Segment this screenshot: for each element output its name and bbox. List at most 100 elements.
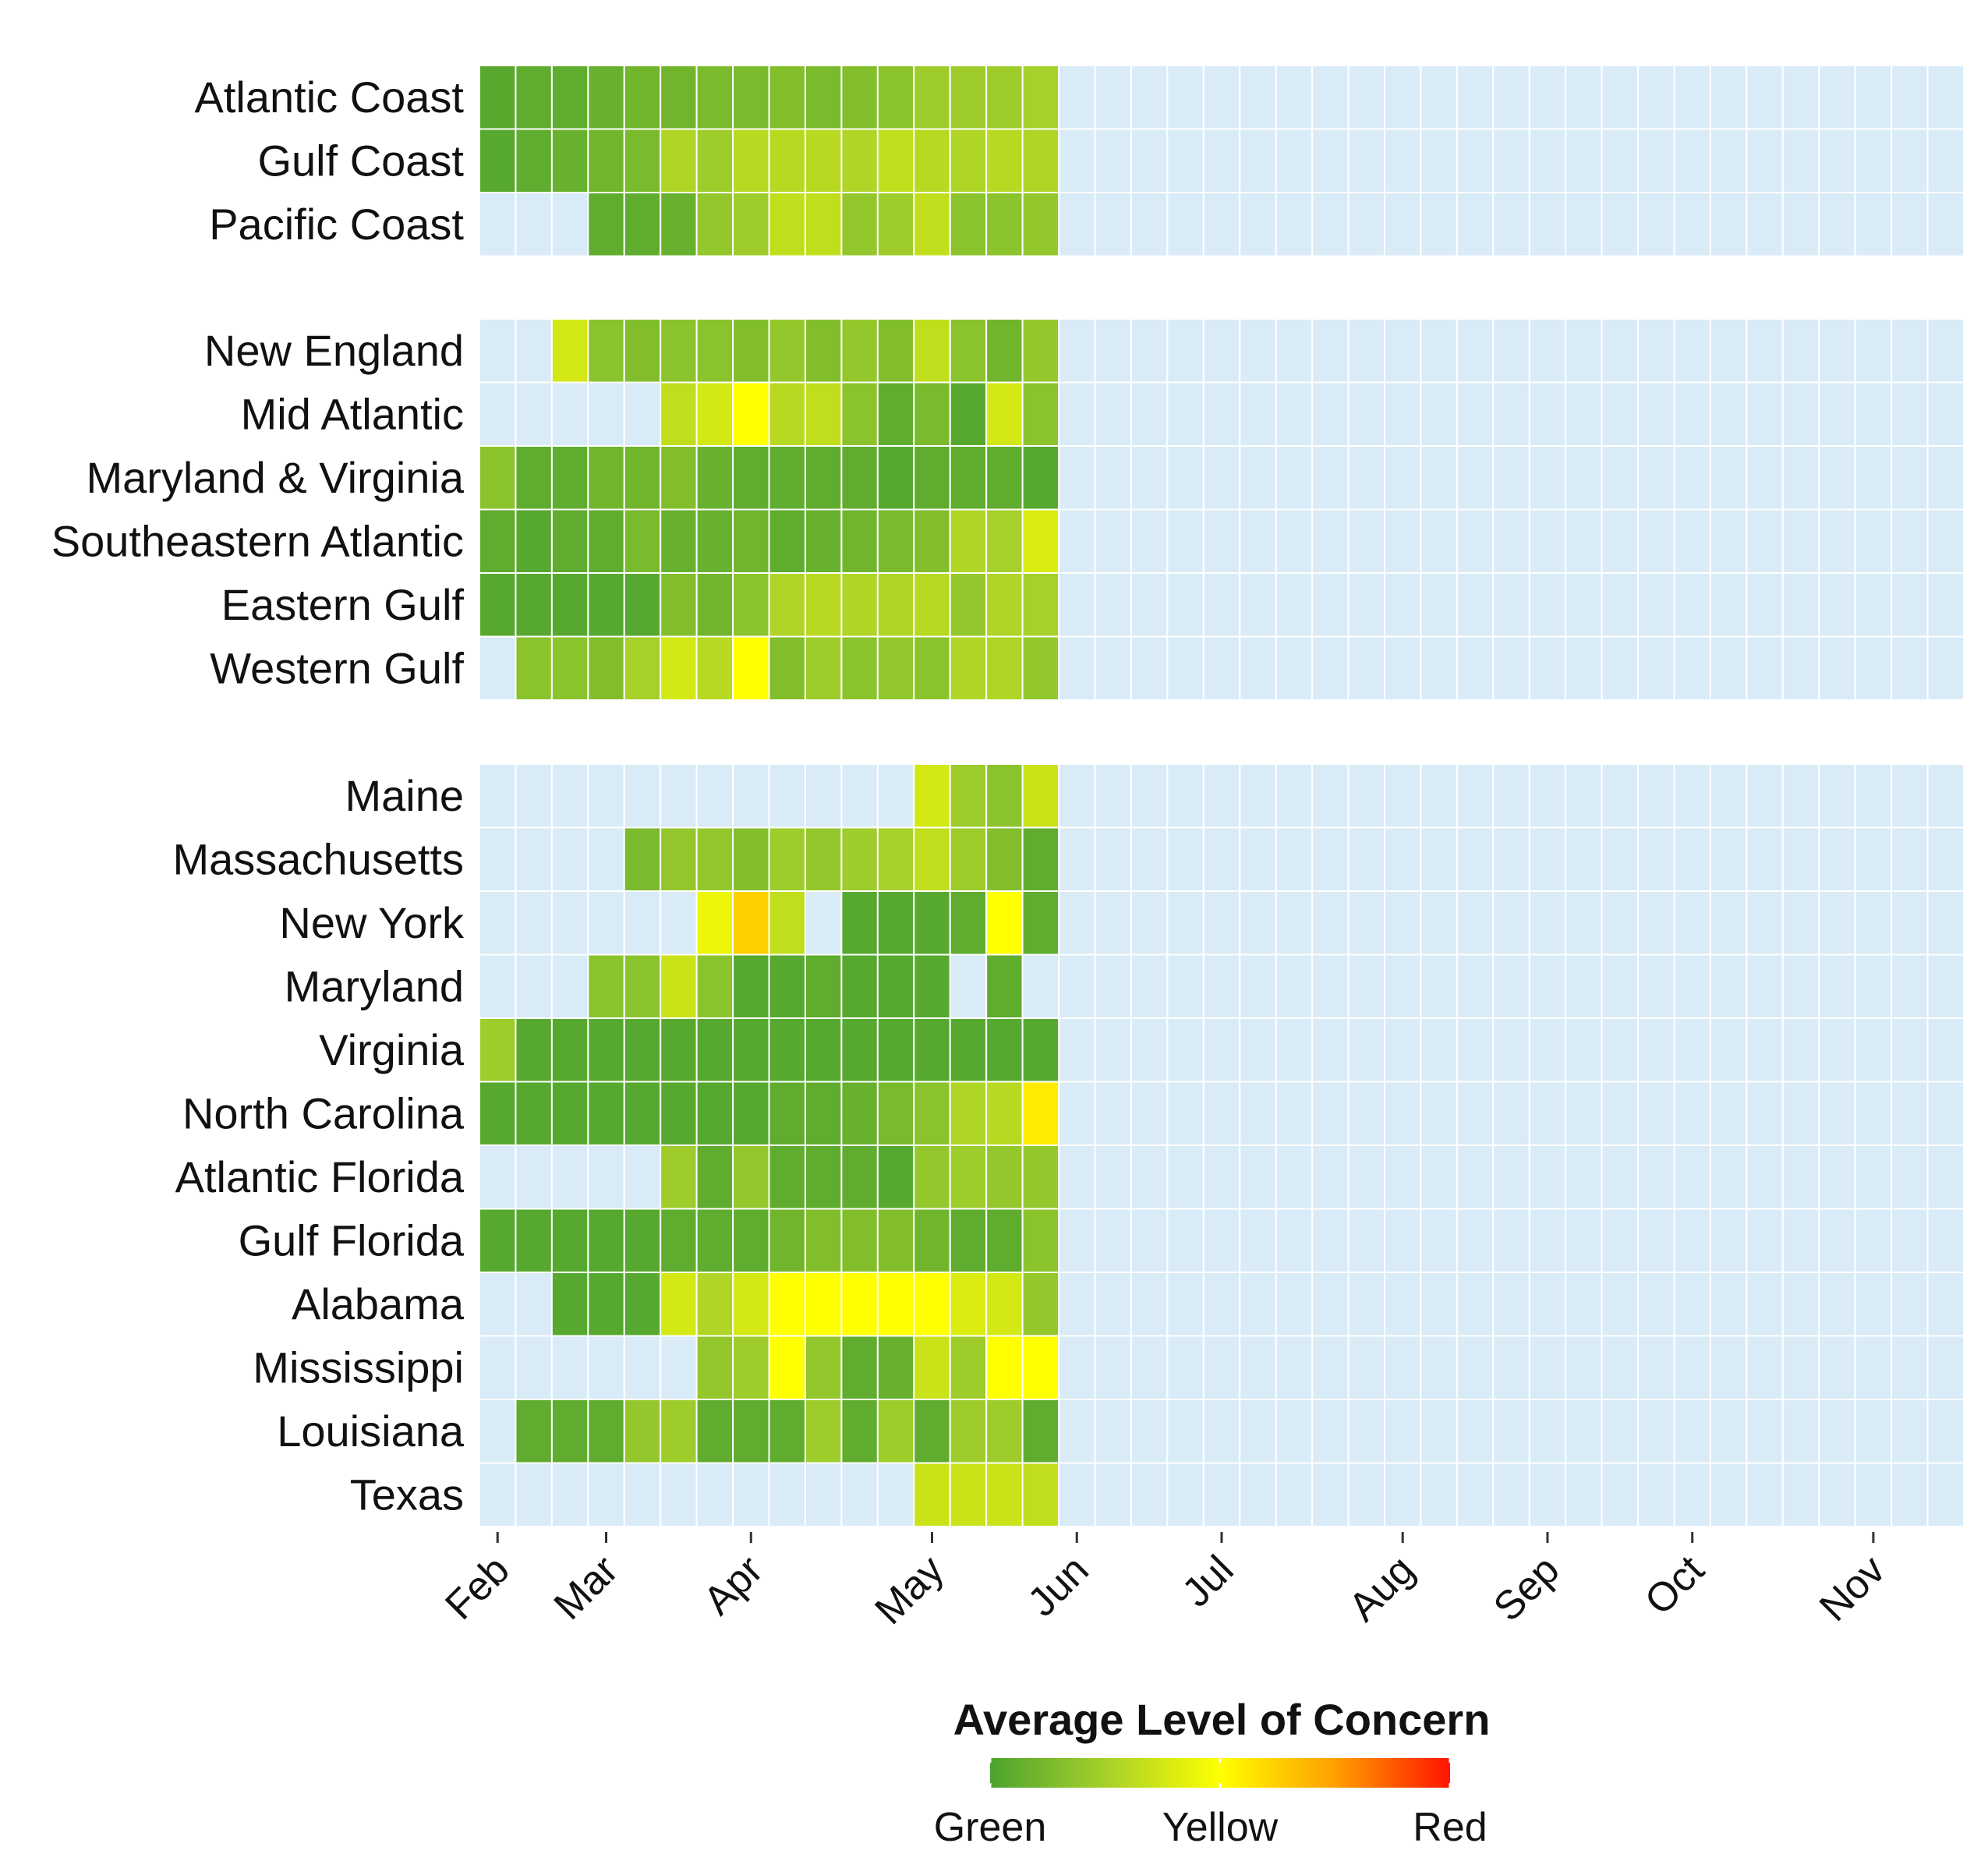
- heatmap-cell: [1854, 572, 1893, 638]
- heatmap-cell: [660, 192, 698, 257]
- heatmap-cell: [1926, 1144, 1965, 1210]
- heatmap-cell: [1492, 318, 1530, 384]
- heatmap-cell: [804, 318, 843, 384]
- heatmap-cell: [515, 953, 553, 1019]
- heatmap-cell: [1492, 381, 1530, 447]
- heatmap-cell: [1565, 1399, 1603, 1464]
- heatmap-cell: [1746, 65, 1784, 130]
- heatmap-cell: [1311, 1208, 1350, 1273]
- heatmap-cell: [949, 128, 988, 193]
- heatmap-cell: [1420, 1208, 1458, 1273]
- heatmap-cell: [985, 445, 1024, 511]
- x-tick-label: Jun: [1019, 1547, 1097, 1625]
- heatmap-cell: [1601, 128, 1640, 193]
- heatmap-cell: [1781, 1462, 1820, 1527]
- heatmap-cell: [1275, 445, 1314, 511]
- heatmap-cell: [1383, 1335, 1422, 1400]
- heatmap-cell: [949, 890, 988, 956]
- heatmap-cell: [660, 1081, 698, 1146]
- heatmap-cell: [985, 890, 1024, 956]
- heatmap-cell: [1130, 128, 1169, 193]
- heatmap-cell: [732, 1462, 770, 1527]
- x-tick-label: Jul: [1173, 1547, 1242, 1615]
- heatmap-cell: [732, 1335, 770, 1400]
- heatmap-cell: [479, 1462, 517, 1527]
- heatmap-cell: [1347, 572, 1385, 638]
- heatmap-cell: [515, 763, 553, 829]
- heatmap-cell: [768, 826, 806, 892]
- heatmap-cell: [515, 1399, 553, 1464]
- row-label: New England: [204, 326, 464, 375]
- heatmap-cell: [840, 1208, 879, 1273]
- heatmap-cell: [1565, 508, 1603, 574]
- heatmap-cell: [1347, 953, 1385, 1019]
- heatmap-cell: [1565, 1208, 1603, 1273]
- heatmap-cell: [1528, 1462, 1567, 1527]
- heatmap-cell: [1202, 1462, 1241, 1527]
- heatmap-cell: [1926, 763, 1965, 829]
- heatmap-cell: [1637, 192, 1675, 257]
- heatmap-cell: [1456, 1017, 1495, 1083]
- heatmap-cell: [1094, 1017, 1132, 1083]
- heatmap-cell: [1565, 1144, 1603, 1210]
- heatmap-cell: [1709, 381, 1748, 447]
- heatmap-cell: [1673, 1462, 1711, 1527]
- heatmap-cell: [1637, 128, 1675, 193]
- legend-title: Average Level of Concern: [953, 1695, 1491, 1744]
- heatmap-cell: [804, 508, 843, 574]
- heatmap-cell: [1746, 572, 1784, 638]
- heatmap-cell: [1094, 763, 1132, 829]
- heatmap-cell: [732, 635, 770, 701]
- heatmap-cell: [1094, 1272, 1132, 1337]
- heatmap-cell: [1456, 1399, 1495, 1464]
- heatmap-cell: [985, 1081, 1024, 1146]
- heatmap-cell: [985, 1335, 1024, 1400]
- heatmap-cell: [768, 381, 806, 447]
- heatmap-cell: [1492, 128, 1530, 193]
- heatmap-cell: [1239, 1335, 1277, 1400]
- heatmap-cell: [1275, 890, 1314, 956]
- heatmap-cell: [913, 826, 951, 892]
- heatmap-cell: [1891, 318, 1929, 384]
- heatmap-cell: [660, 508, 698, 574]
- heatmap-cell: [1347, 826, 1385, 892]
- heatmap-cell: [1781, 1144, 1820, 1210]
- heatmap-cell: [1456, 953, 1495, 1019]
- heatmap-cell: [913, 1017, 951, 1083]
- heatmap-cell: [1637, 1081, 1675, 1146]
- heatmap-cell: [1420, 1462, 1458, 1527]
- heatmap-cell: [1275, 1272, 1314, 1337]
- heatmap-cell: [1565, 65, 1603, 130]
- heatmap-cell: [1021, 318, 1060, 384]
- heatmap-cell: [1709, 635, 1748, 701]
- heatmap-cell: [479, 1144, 517, 1210]
- heatmap-cell: [913, 1144, 951, 1210]
- heatmap-cell: [1275, 826, 1314, 892]
- heatmap-cell: [660, 890, 698, 956]
- heatmap-cell: [1781, 318, 1820, 384]
- heatmap-cell: [804, 128, 843, 193]
- heatmap-cell: [1709, 826, 1748, 892]
- heatmap-cell: [587, 1272, 625, 1337]
- heatmap-cell: [840, 1335, 879, 1400]
- heatmap-cell: [949, 1017, 988, 1083]
- heatmap-cell: [949, 1462, 988, 1527]
- heatmap-cell: [1239, 445, 1277, 511]
- heatmap-cell: [949, 445, 988, 511]
- heatmap-cell: [1420, 572, 1458, 638]
- heatmap-cell: [623, 445, 662, 511]
- heatmap-cell: [1818, 1081, 1856, 1146]
- heatmap-cell: [732, 128, 770, 193]
- heatmap-cell: [804, 192, 843, 257]
- heatmap-cell: [1311, 192, 1350, 257]
- heatmap-cell: [1891, 1335, 1929, 1400]
- heatmap-cell: [1166, 1144, 1204, 1210]
- heatmap-cell: [1746, 1272, 1784, 1337]
- heatmap-cell: [1492, 1462, 1530, 1527]
- heatmap-cell: [515, 572, 553, 638]
- heatmap-cell: [1637, 953, 1675, 1019]
- heatmap-cell: [587, 1462, 625, 1527]
- heatmap-cell: [1601, 763, 1640, 829]
- heatmap-cell: [1347, 128, 1385, 193]
- heatmap-cell: [695, 318, 734, 384]
